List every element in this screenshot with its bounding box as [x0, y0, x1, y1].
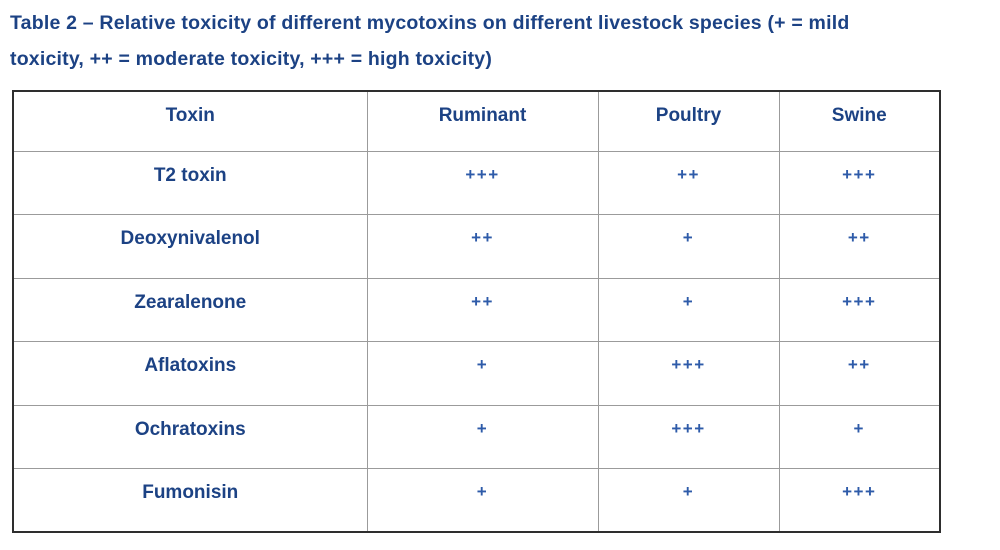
- toxin-name: Ochratoxins: [12, 404, 368, 469]
- toxicity-value: +: [366, 341, 599, 406]
- table-row: Deoxynivalenol ++ + ++: [12, 214, 941, 279]
- toxicity-value: ++: [366, 277, 599, 342]
- toxicity-value: ++: [597, 150, 780, 215]
- table-row: T2 toxin +++ ++ +++: [12, 150, 941, 215]
- column-header-toxin: Toxin: [12, 90, 368, 152]
- toxicity-value: ++: [778, 341, 941, 406]
- column-header-poultry: Poultry: [597, 90, 780, 152]
- toxicity-table: Toxin Ruminant Poultry Swine T2 toxin +++…: [12, 90, 941, 533]
- toxicity-value: +++: [597, 341, 780, 406]
- table-caption-line2: toxicity, ++ = moderate toxicity, +++ = …: [10, 48, 493, 70]
- toxicity-value: +++: [597, 404, 780, 469]
- toxicity-value: +: [778, 404, 941, 469]
- toxicity-value: +++: [778, 277, 941, 342]
- table-header-row: Toxin Ruminant Poultry Swine: [12, 90, 941, 152]
- toxin-name: Zearalenone: [12, 277, 368, 342]
- column-header-swine: Swine: [778, 90, 941, 152]
- column-header-ruminant: Ruminant: [366, 90, 599, 152]
- toxin-name: T2 toxin: [12, 150, 368, 215]
- toxicity-value: +++: [778, 150, 941, 215]
- toxicity-value: +++: [366, 150, 599, 215]
- toxicity-value: +: [597, 214, 780, 279]
- toxin-name: Fumonisin: [12, 468, 368, 533]
- table-caption: Table 2 – Relative toxicity of different…: [10, 5, 985, 77]
- table-row: Ochratoxins + +++ +: [12, 404, 941, 469]
- toxin-name: Deoxynivalenol: [12, 214, 368, 279]
- table-row: Aflatoxins + +++ ++: [12, 341, 941, 406]
- table-row: Zearalenone ++ + +++: [12, 277, 941, 342]
- toxicity-value: +: [597, 468, 780, 533]
- toxicity-value: ++: [366, 214, 599, 279]
- table-row: Fumonisin + + +++: [12, 468, 941, 533]
- toxicity-value: +: [366, 404, 599, 469]
- toxicity-value: +++: [778, 468, 941, 533]
- toxin-name: Aflatoxins: [12, 341, 368, 406]
- toxicity-value: ++: [778, 214, 941, 279]
- toxicity-value: +: [597, 277, 780, 342]
- table-caption-line1: Table 2 – Relative toxicity of different…: [10, 12, 850, 34]
- toxicity-value: +: [366, 468, 599, 533]
